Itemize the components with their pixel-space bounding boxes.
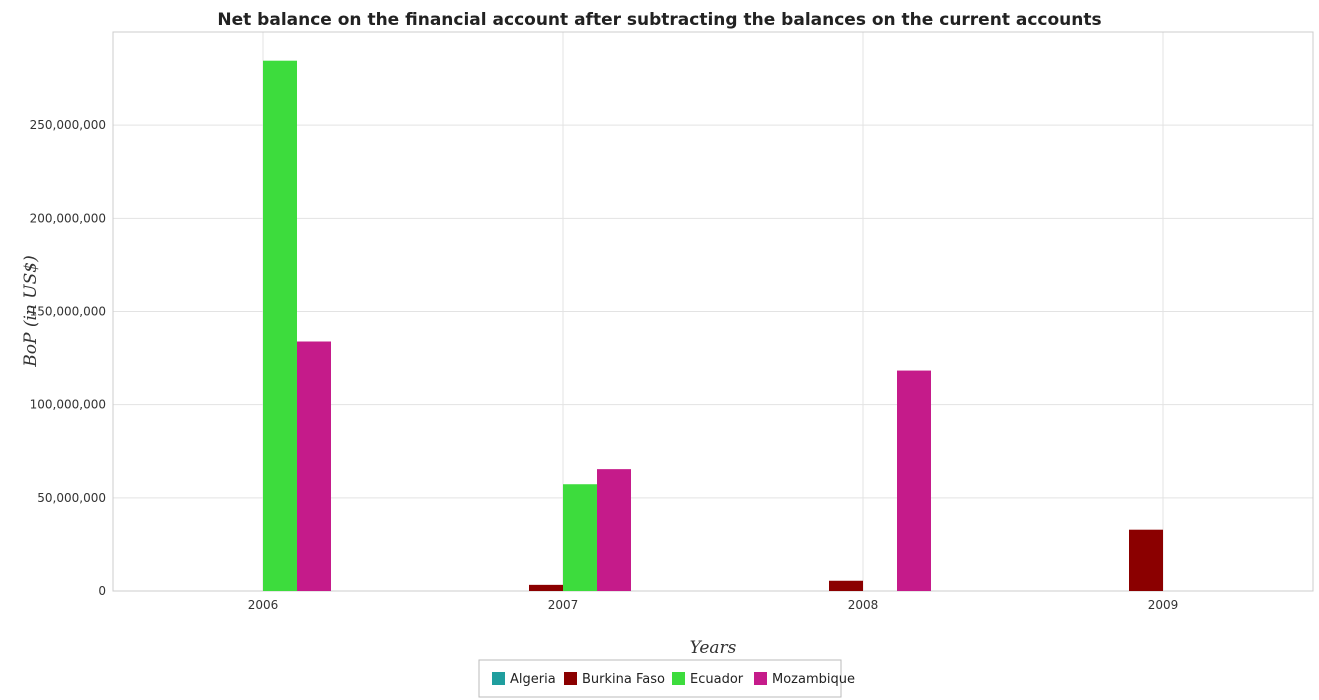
y-tick-label: 50,000,000 [37, 491, 106, 505]
legend-swatch [564, 672, 577, 685]
bar [563, 484, 597, 591]
bar [529, 584, 563, 591]
legend-swatch [672, 672, 685, 685]
legend-label: Burkina Faso [582, 672, 665, 687]
legend-label: Ecuador [690, 672, 744, 687]
y-tick-label: 0 [98, 584, 106, 598]
y-tick-labels: 0 50,000,000 100,000,000 150,000,000 200,000… [30, 118, 106, 598]
x-tick-label: 2006 [248, 598, 279, 612]
legend-label: Mozambique [772, 672, 855, 687]
x-tick-label: 2007 [548, 598, 579, 612]
legend: Algeria Burkina Faso Ecuador Mozambique [478, 659, 855, 698]
legend-swatch [754, 672, 767, 685]
y-tick-label: 150,000,000 [30, 305, 106, 319]
y-tick-label: 200,000,000 [30, 211, 106, 225]
bar [897, 370, 931, 591]
x-tick-label: 2008 [848, 598, 879, 612]
legend-label: Algeria [510, 672, 556, 687]
bar [829, 580, 863, 591]
legend-swatch [492, 672, 505, 685]
x-tick-labels: 2006 2007 2008 2009 [248, 598, 1179, 612]
plot-area [112, 31, 1314, 592]
bar [263, 60, 297, 592]
bars [263, 60, 1163, 592]
x-tick-label: 2009 [1148, 598, 1179, 612]
chart-title: Net balance on the financial account aft… [217, 10, 1101, 30]
bar [597, 469, 631, 591]
y-tick-label: 250,000,000 [30, 118, 106, 132]
x-axis-label: Years [690, 638, 737, 658]
y-tick-label: 100,000,000 [30, 398, 106, 412]
bar [297, 341, 331, 591]
y-axis-label: BoP (in US$) [21, 255, 41, 367]
bar [1129, 529, 1163, 591]
legend-box [478, 659, 842, 698]
